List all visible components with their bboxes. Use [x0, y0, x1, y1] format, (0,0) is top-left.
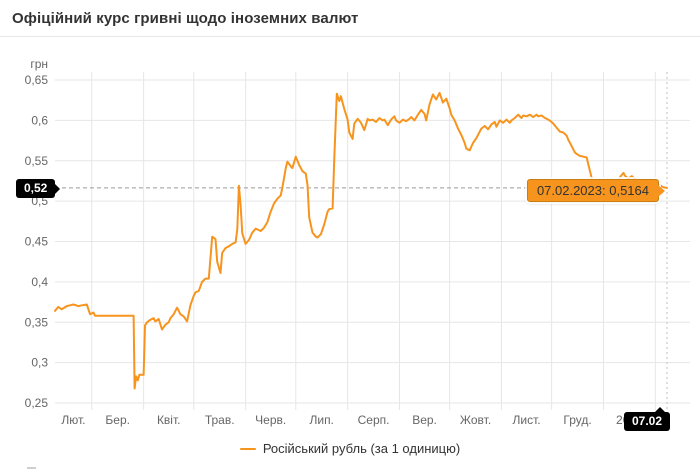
- y-axis-crosshair-label: 0,52: [16, 179, 61, 198]
- legend-label: Російський рубль (за 1 одиницю): [262, 441, 461, 456]
- svg-text:Жовт.: Жовт.: [460, 413, 491, 427]
- svg-text:0,45: 0,45: [25, 235, 49, 249]
- svg-text:Трав.: Трав.: [205, 413, 235, 427]
- svg-text:Лип.: Лип.: [309, 413, 333, 427]
- x-axis-crosshair-label: 07.02: [623, 407, 670, 431]
- svg-text:Серп.: Серп.: [358, 413, 390, 427]
- rate-series-line[interactable]: [54, 91, 668, 390]
- x-gridlines: [91, 72, 656, 410]
- y-axis-unit-label: грн: [30, 57, 48, 71]
- svg-text:0,55: 0,55: [25, 154, 49, 168]
- svg-text:Лют.: Лют.: [61, 413, 85, 427]
- svg-text:Квіт.: Квіт.: [157, 413, 181, 427]
- y-tick-labels: 0,250,30,350,40,450,50,550,60,65: [25, 73, 49, 410]
- svg-text:0,35: 0,35: [25, 315, 49, 329]
- panel-header: Офіційний курс гривні щодо іноземних вал…: [0, 0, 700, 37]
- y-gridlines: [55, 79, 690, 404]
- legend-line-marker-icon: [239, 447, 256, 450]
- svg-text:0,25: 0,25: [25, 396, 49, 410]
- svg-text:Бер.: Бер.: [105, 413, 130, 427]
- legend-item-russian-ruble[interactable]: Російський рубль (за 1 одиницю): [0, 441, 700, 456]
- svg-text:0,4: 0,4: [31, 275, 48, 289]
- svg-text:0,3: 0,3: [31, 356, 48, 370]
- svg-text:Груд.: Груд.: [563, 413, 591, 427]
- page-title: Офіційний курс гривні щодо іноземних вал…: [12, 9, 359, 27]
- svg-text:0,6: 0,6: [31, 113, 48, 127]
- partial-cropped-element: [27, 467, 36, 469]
- svg-text:Вер.: Вер.: [412, 413, 437, 427]
- x-tick-labels: Лют. Бер. Квіт. Трав. Черв. Лип. Серп. Вер. Жовт…: [61, 413, 643, 427]
- point-tooltip: 07.02.2023: 0,5164: [526, 179, 666, 202]
- svg-text:0,65: 0,65: [25, 73, 49, 87]
- svg-text:Лист.: Лист.: [513, 413, 541, 427]
- svg-text:Черв.: Черв.: [255, 413, 286, 427]
